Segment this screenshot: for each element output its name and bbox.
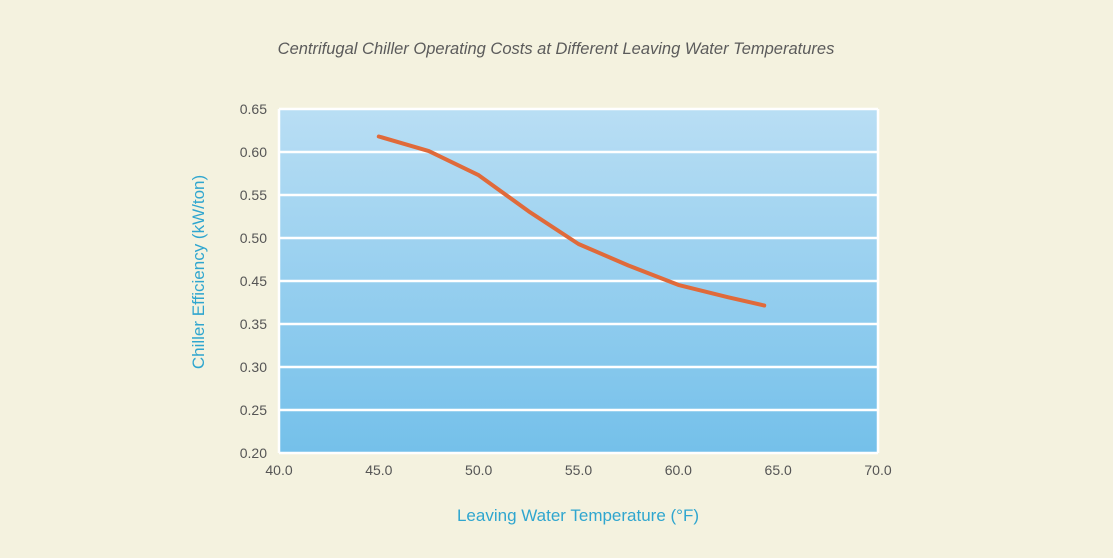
y-axis-ticks: 0.20 0.25 0.30 0.35 0.45 0.50 0.55 0.60 0.65 <box>240 101 267 461</box>
x-tick-label: 55.0 <box>565 462 592 478</box>
x-tick-label: 40.0 <box>265 462 292 478</box>
series-line <box>376 134 767 308</box>
x-tick-label: 45.0 <box>365 462 392 478</box>
x-axis-ticks: 40.0 45.0 50.0 55.0 60.0 65.0 70.0 <box>265 462 891 478</box>
series-lines <box>376 134 767 308</box>
y-tick-label: 0.60 <box>240 144 267 160</box>
x-tick-label: 60.0 <box>665 462 692 478</box>
y-tick-label: 0.55 <box>240 187 267 203</box>
y-tick-label: 0.65 <box>240 101 267 117</box>
gridlines <box>277 107 880 455</box>
x-tick-label: 50.0 <box>465 462 492 478</box>
y-tick-label: 0.20 <box>240 445 267 461</box>
y-axis-title: Chiller Efficiency (kW/ton) <box>189 175 208 369</box>
x-tick-label: 70.0 <box>864 462 891 478</box>
chart-title: Centrifugal Chiller Operating Costs at D… <box>278 40 835 58</box>
x-axis-title: Leaving Water Temperature (°F) <box>457 506 699 525</box>
x-tick-label: 65.0 <box>765 462 792 478</box>
y-tick-label: 0.45 <box>240 273 267 289</box>
y-tick-label: 0.50 <box>240 230 267 246</box>
y-tick-label: 0.35 <box>240 316 267 332</box>
y-tick-label: 0.30 <box>240 359 267 375</box>
y-tick-label: 0.25 <box>240 402 267 418</box>
